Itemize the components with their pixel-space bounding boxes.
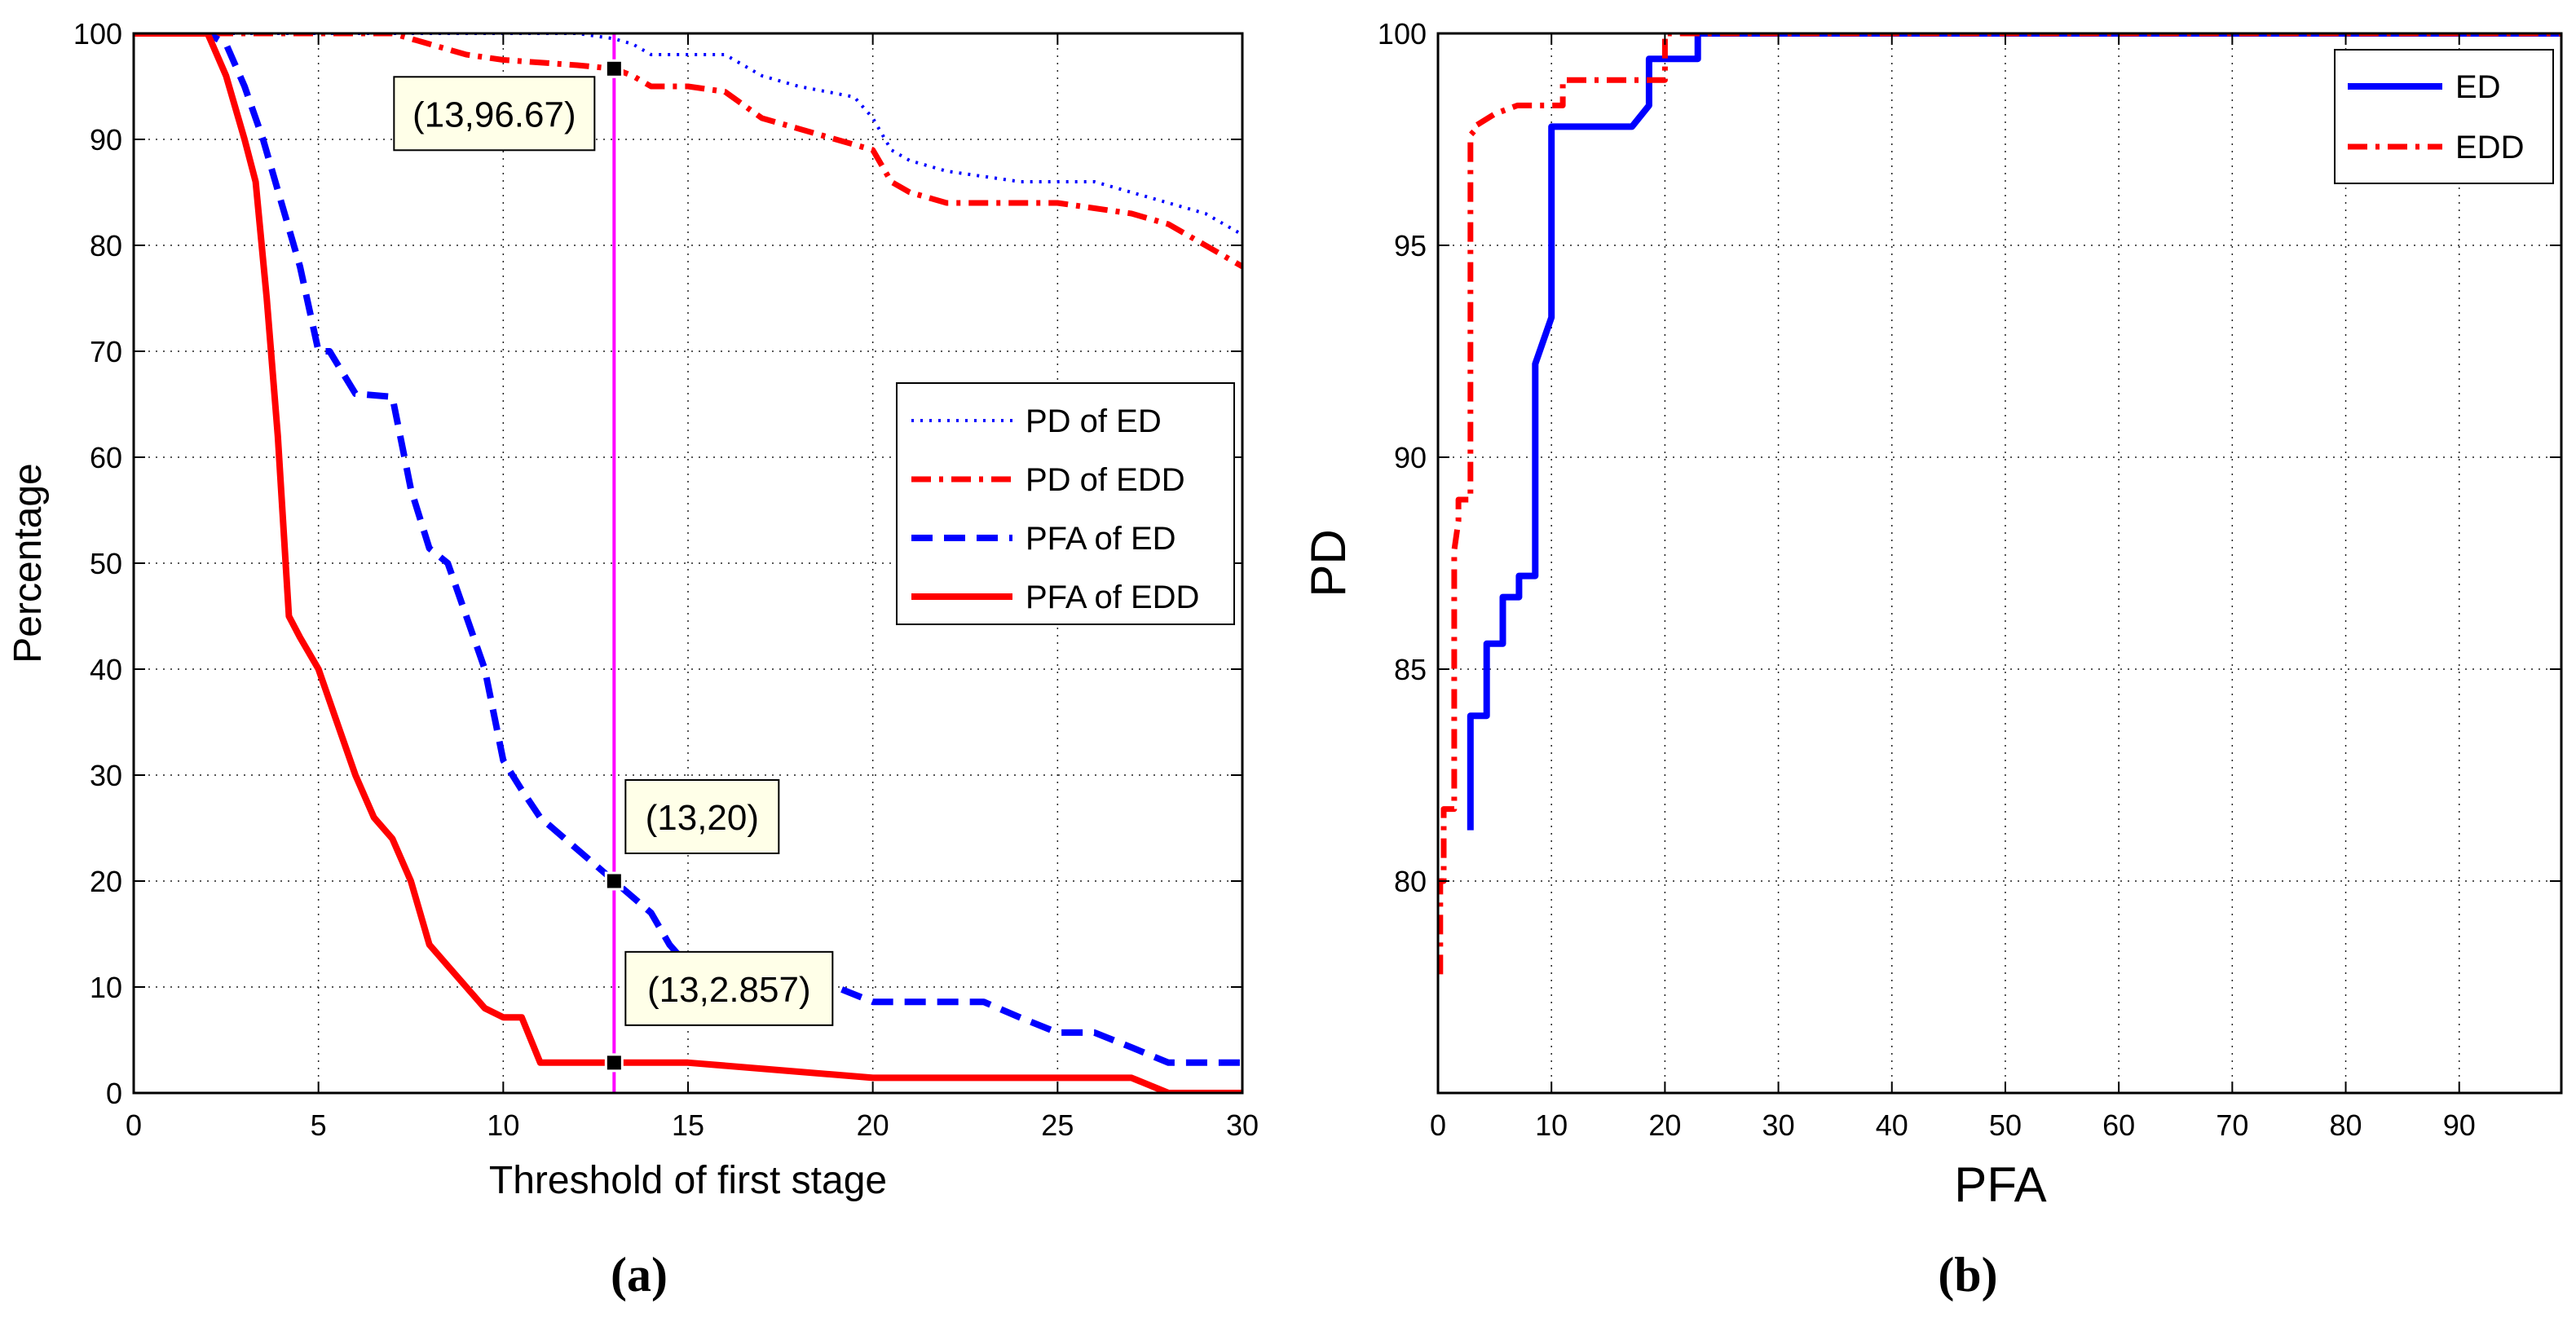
y-axis-label-a: Percentage — [7, 463, 50, 663]
ticks-b: 0 10 20 30 40 50 60 70 80 90 80 85 90 95 100 — [1378, 17, 2561, 1142]
legend-b: ED EDD — [2334, 49, 2554, 184]
y-tick-label: 10 — [90, 971, 122, 1004]
x-tick-label: 60 — [2102, 1108, 2135, 1142]
plot-area-b — [1438, 33, 2561, 1093]
legend-a: PD of ED PD of EDD PFA of ED PFA of EDD — [896, 382, 1235, 625]
annotation-label: (13,96.67) — [412, 95, 576, 134]
y-tick-label: 90 — [1394, 441, 1427, 474]
y-tick-label: 80 — [1394, 865, 1427, 898]
y-tick-label: 70 — [90, 335, 122, 368]
legend-label-pfa-of-edd: PFA of EDD — [1026, 579, 1199, 615]
x-tick-label: 5 — [311, 1108, 327, 1142]
chart-panel-b: 0 10 20 30 40 50 60 70 80 90 80 85 90 95 100 PFA PD (b… — [1301, 17, 2563, 1302]
x-tick-label: 20 — [857, 1108, 889, 1142]
legend-label-ed: ED — [2455, 69, 2501, 105]
x-tick-label: 80 — [2330, 1108, 2362, 1142]
chart-panel-a: 0 5 10 15 20 25 30 0 10 20 30 40 50 60 70 80 90 100 (13,9… — [7, 17, 1259, 1302]
annotations-a: (13,96.67) (13,20) (13,2.857) — [393, 59, 834, 1073]
plot-frame-b — [1436, 32, 2563, 1095]
x-tick-label: 0 — [1430, 1108, 1446, 1142]
grid-b — [1437, 33, 2561, 1093]
annotation-marker — [604, 1053, 624, 1073]
legend-label-edd: EDD — [2455, 130, 2524, 165]
y-tick-label: 100 — [73, 17, 122, 51]
annotation-label: (13,2.857) — [647, 970, 811, 1010]
x-tick-label: 25 — [1041, 1108, 1074, 1142]
x-axis-label-a: Threshold of first stage — [489, 1159, 887, 1202]
y-tick-label: 50 — [90, 547, 122, 580]
y-axis-label-b: PD — [1301, 529, 1356, 597]
series-line-pd-of-edd — [134, 33, 1242, 270]
y-tick-label: 30 — [90, 759, 122, 792]
x-tick-label: 90 — [2443, 1108, 2476, 1142]
y-tick-label: 95 — [1394, 229, 1427, 262]
series-group-b — [1438, 33, 2561, 975]
series-line-ed — [1467, 33, 2561, 831]
x-tick-label: 50 — [1989, 1108, 2022, 1142]
x-tick-label: 0 — [126, 1108, 142, 1142]
legend-label-pd-of-edd: PD of EDD — [1026, 462, 1185, 498]
x-tick-label: 10 — [1535, 1108, 1568, 1142]
annotation-box — [393, 76, 596, 152]
y-tick-label: 100 — [1378, 17, 1427, 51]
legend-label-pd-of-ed: PD of ED — [1026, 403, 1162, 439]
panel-label-b: (b) — [1938, 1248, 1997, 1302]
x-tick-label: 10 — [487, 1108, 519, 1142]
y-tick-label: 85 — [1394, 653, 1427, 686]
y-tick-label: 80 — [90, 229, 122, 262]
annotation-marker — [604, 59, 624, 78]
annotation-box — [624, 950, 834, 1026]
series-line-pfa-of-ed — [134, 33, 1242, 1066]
series-group-a — [134, 33, 1242, 1093]
x-tick-label: 40 — [1876, 1108, 1908, 1142]
ticks-a: 0 5 10 15 20 25 30 0 10 20 30 40 50 60 70 80 90 100 — [73, 17, 1259, 1142]
x-tick-label: 30 — [1226, 1108, 1259, 1142]
legend-label-pfa-of-ed: PFA of ED — [1026, 521, 1176, 557]
x-tick-label: 15 — [672, 1108, 704, 1142]
x-tick-label: 20 — [1648, 1108, 1681, 1142]
panel-label-a: (a) — [611, 1248, 668, 1302]
y-tick-label: 90 — [90, 123, 122, 156]
y-tick-label: 0 — [106, 1077, 122, 1110]
y-tick-label: 20 — [90, 865, 122, 898]
series-line-edd — [1438, 33, 2561, 975]
annotation-label: (13,20) — [646, 798, 759, 838]
y-tick-label: 60 — [90, 441, 122, 474]
x-tick-label: 70 — [2216, 1108, 2248, 1142]
y-tick-label: 40 — [90, 653, 122, 686]
series-line-pfa-of-edd — [134, 33, 1242, 1093]
x-tick-label: 30 — [1762, 1108, 1795, 1142]
annotation-box — [624, 779, 780, 854]
x-axis-label-b: PFA — [1954, 1157, 2046, 1212]
annotation-marker — [604, 871, 624, 891]
